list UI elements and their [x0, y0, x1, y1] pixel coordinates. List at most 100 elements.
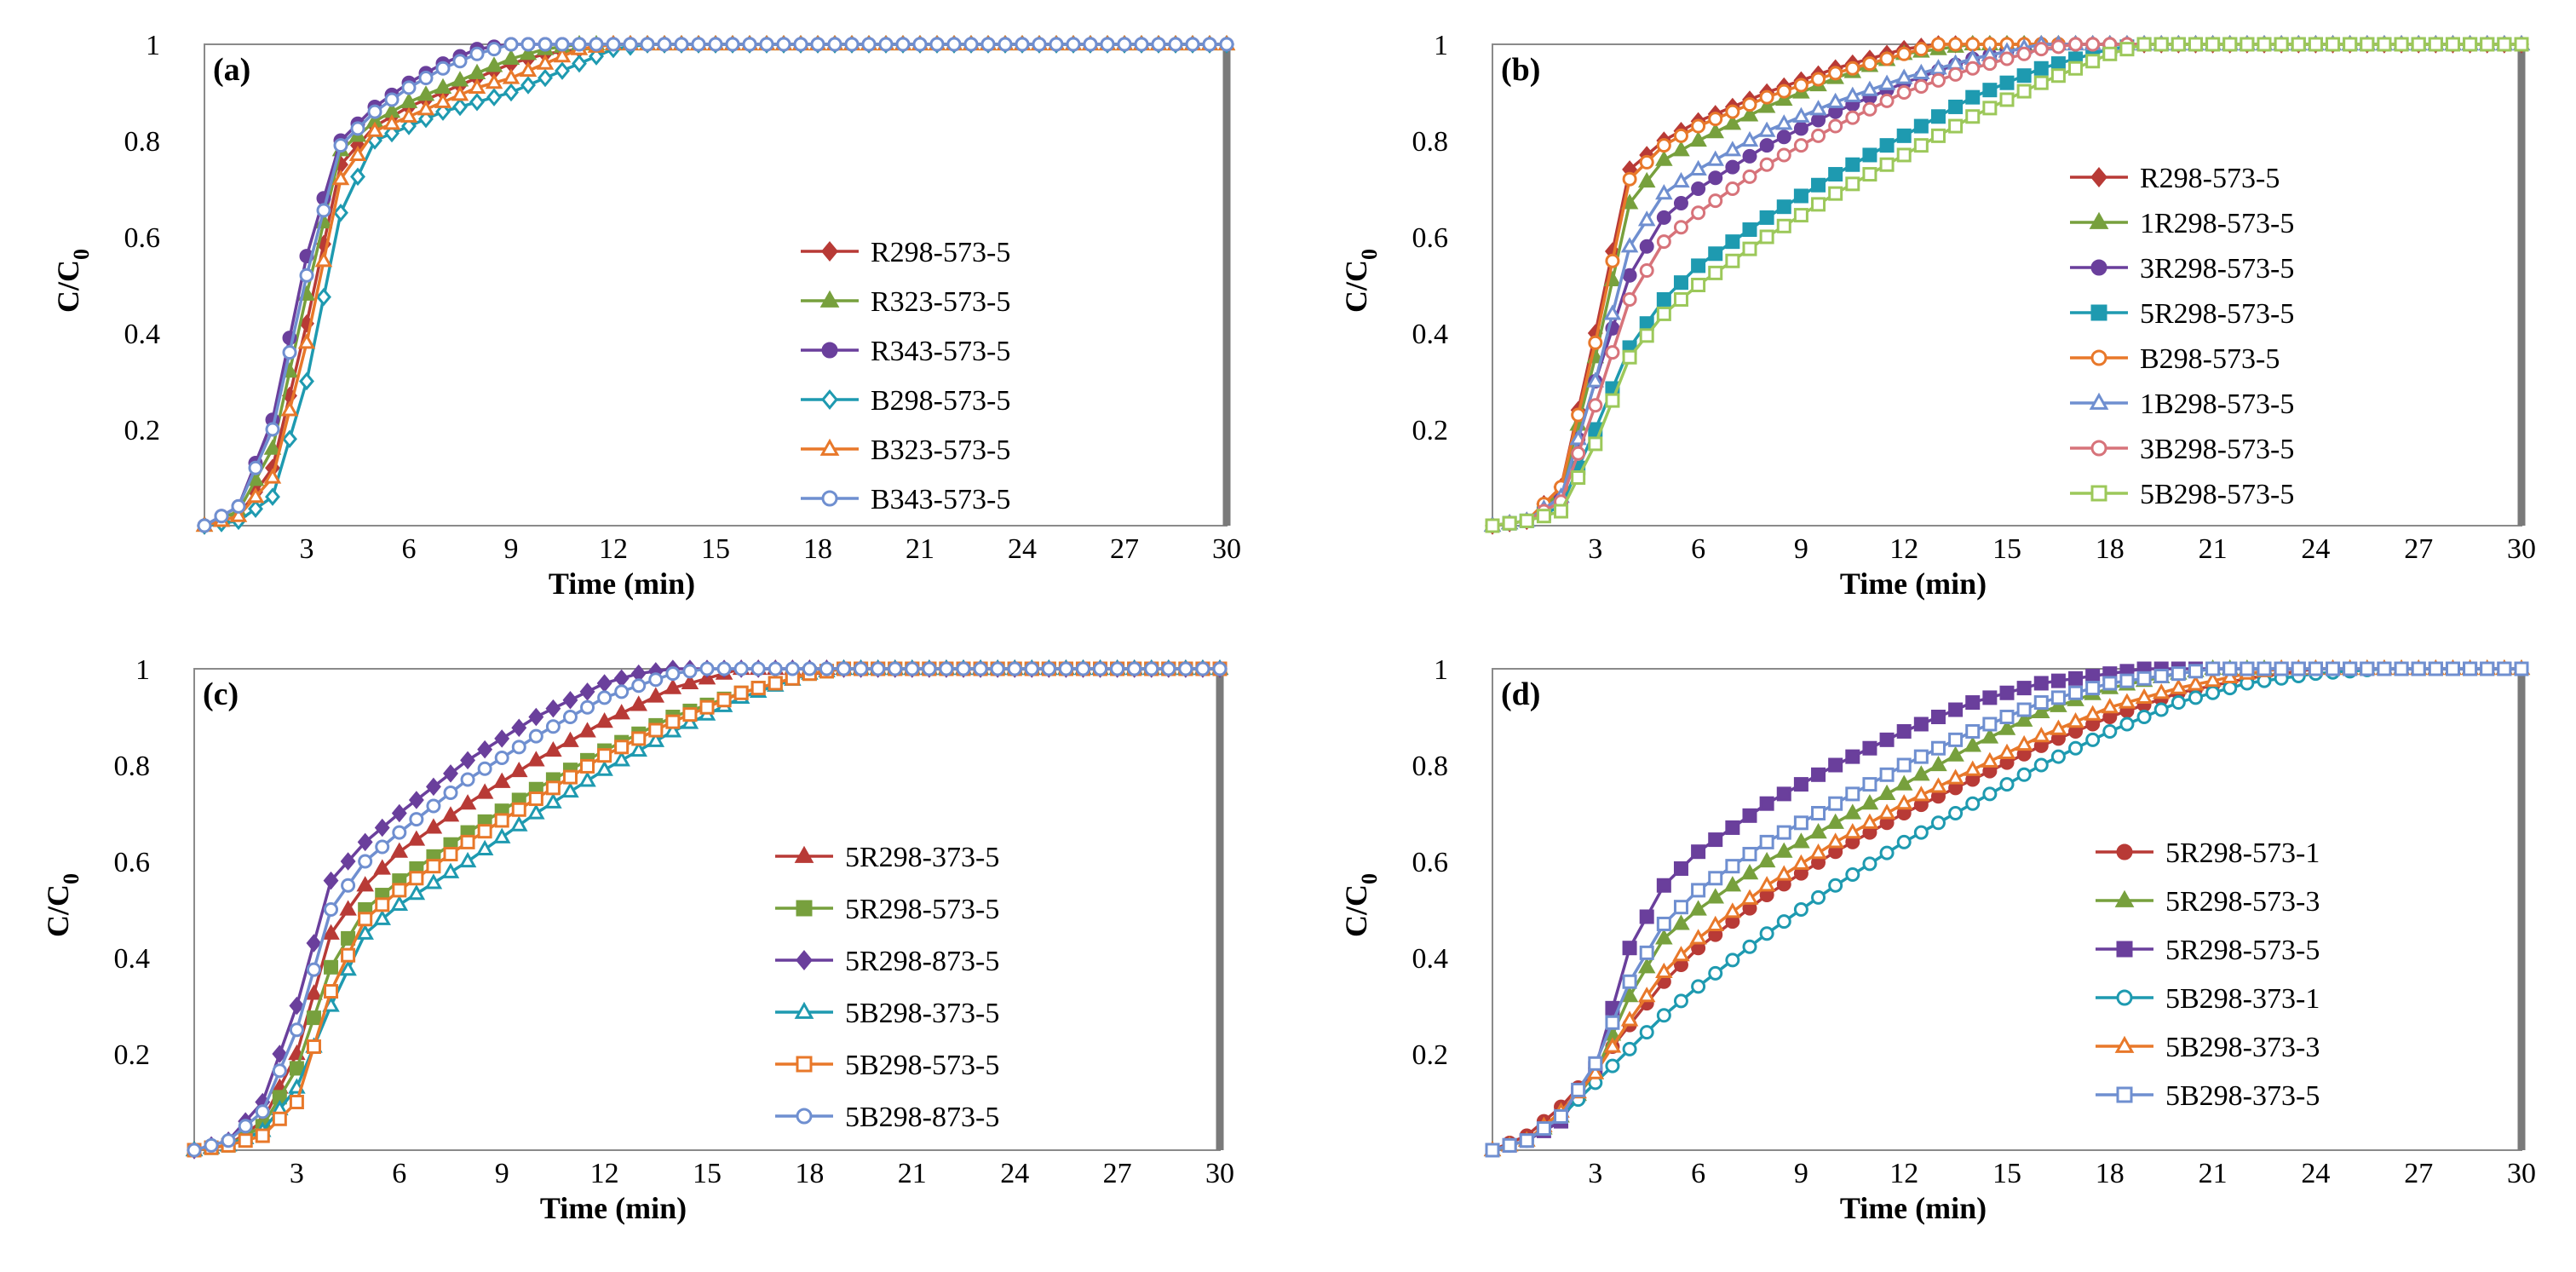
data-point — [1828, 186, 1843, 201]
data-point — [2102, 676, 2118, 691]
data-point — [1896, 46, 1912, 61]
data-point — [1725, 953, 1740, 968]
data-point — [494, 729, 510, 748]
data-point — [426, 859, 441, 874]
data-point — [339, 960, 357, 976]
legend-label: B323-573-5 — [871, 435, 1010, 466]
legend-item: 5R298-573-1 — [2096, 837, 2320, 869]
y-axis-title: C/C0 — [51, 249, 94, 313]
data-point — [2291, 37, 2306, 52]
data-point — [1845, 786, 1860, 802]
data-point — [1725, 181, 1740, 196]
data-point — [373, 859, 392, 875]
data-point — [1929, 59, 1947, 75]
data-point — [1948, 702, 1964, 717]
data-point — [1015, 37, 1030, 52]
data-point — [1673, 291, 1688, 307]
data-point — [1793, 138, 1808, 153]
legend-label: R298-573-5 — [2140, 163, 2280, 194]
legend-label: 5B298-873-5 — [845, 1102, 999, 1133]
legend-label: 3R298-573-5 — [2140, 253, 2294, 285]
y-tick-label: 0.6 — [114, 847, 151, 878]
series-line — [1492, 43, 2521, 527]
data-point — [1655, 962, 1673, 979]
data-point — [458, 794, 477, 810]
data-point — [1946, 768, 1964, 785]
data-point — [1982, 786, 1998, 802]
data-point — [1793, 121, 1808, 136]
data-point — [435, 102, 451, 121]
data-point — [2050, 68, 2066, 83]
data-point — [1896, 723, 1912, 739]
data-point — [2204, 671, 2222, 688]
data-point — [1877, 74, 1896, 90]
data-point — [408, 791, 424, 809]
data-point — [1862, 101, 1877, 117]
data-point — [1793, 78, 1808, 93]
data-point — [2394, 37, 2409, 52]
data-point — [358, 854, 373, 869]
data-point — [1219, 37, 1234, 52]
data-point — [2360, 661, 2375, 676]
data-point — [612, 704, 630, 720]
data-point — [1605, 393, 1620, 408]
data-point — [1725, 859, 1740, 874]
data-point — [1689, 900, 1707, 916]
data-point — [1202, 37, 1217, 52]
data-point — [1845, 176, 1860, 192]
y-tick-label: 0.6 — [124, 222, 161, 254]
legend-swatch-marker — [821, 342, 838, 359]
legend-item: 5R298-573-3 — [2096, 886, 2320, 918]
data-point — [664, 722, 682, 738]
data-point — [2016, 46, 2032, 61]
data-point — [708, 37, 723, 52]
data-point — [289, 1022, 304, 1038]
data-point — [305, 984, 323, 1000]
data-point — [280, 400, 299, 417]
legend-item: B298-573-5 — [2070, 343, 2280, 375]
data-point — [2085, 732, 2101, 747]
data-point — [888, 661, 903, 676]
data-point — [1110, 661, 1125, 676]
data-point — [2274, 661, 2289, 676]
data-point — [1588, 1056, 1603, 1071]
data-point — [441, 862, 460, 878]
legend-swatch-marker — [2114, 1035, 2135, 1053]
data-point — [502, 49, 520, 66]
data-point — [640, 37, 655, 52]
panel-2: 3 6 9 12 15 18 21 24 27 30 0.2 0.4 0.6 0.8 1 Time (min)… — [1339, 30, 2536, 601]
series-1B298-573-5 — [1483, 34, 2531, 532]
data-point — [2050, 696, 2067, 712]
legend-label: 5R298-573-3 — [2165, 886, 2320, 918]
data-point — [1605, 1058, 1620, 1073]
data-point — [545, 780, 561, 796]
data-point — [2068, 740, 2084, 756]
legend-swatch-marker — [796, 900, 813, 917]
data-point — [631, 731, 647, 746]
data-point — [837, 661, 852, 676]
x-axis-title: Time (min) — [1840, 1191, 1987, 1225]
data-point — [596, 674, 612, 693]
y-axis-title-subscript: 0 — [69, 249, 94, 260]
data-point — [1843, 803, 1862, 820]
data-point — [272, 1045, 288, 1063]
legend-item: 5B298-873-5 — [775, 1102, 999, 1133]
data-point — [733, 685, 749, 700]
y-axis-title-main: C/C — [1339, 884, 1373, 937]
series-5B298-873-5 — [187, 661, 1228, 1158]
data-point — [1622, 941, 1637, 956]
data-point — [1948, 806, 1964, 820]
data-point — [793, 37, 808, 52]
data-point — [716, 693, 732, 708]
data-point — [562, 710, 578, 724]
legend-label: B298-573-5 — [871, 385, 1010, 417]
data-point — [1776, 130, 1791, 145]
data-point — [331, 170, 350, 186]
x-axis-title: Time (min) — [540, 1191, 687, 1225]
data-point — [1742, 939, 1757, 954]
data-point — [1999, 75, 2015, 90]
data-point — [1622, 1041, 1637, 1056]
x-tick-label: 24 — [1008, 533, 1037, 565]
data-point — [1774, 114, 1793, 130]
data-point — [2050, 719, 2067, 735]
